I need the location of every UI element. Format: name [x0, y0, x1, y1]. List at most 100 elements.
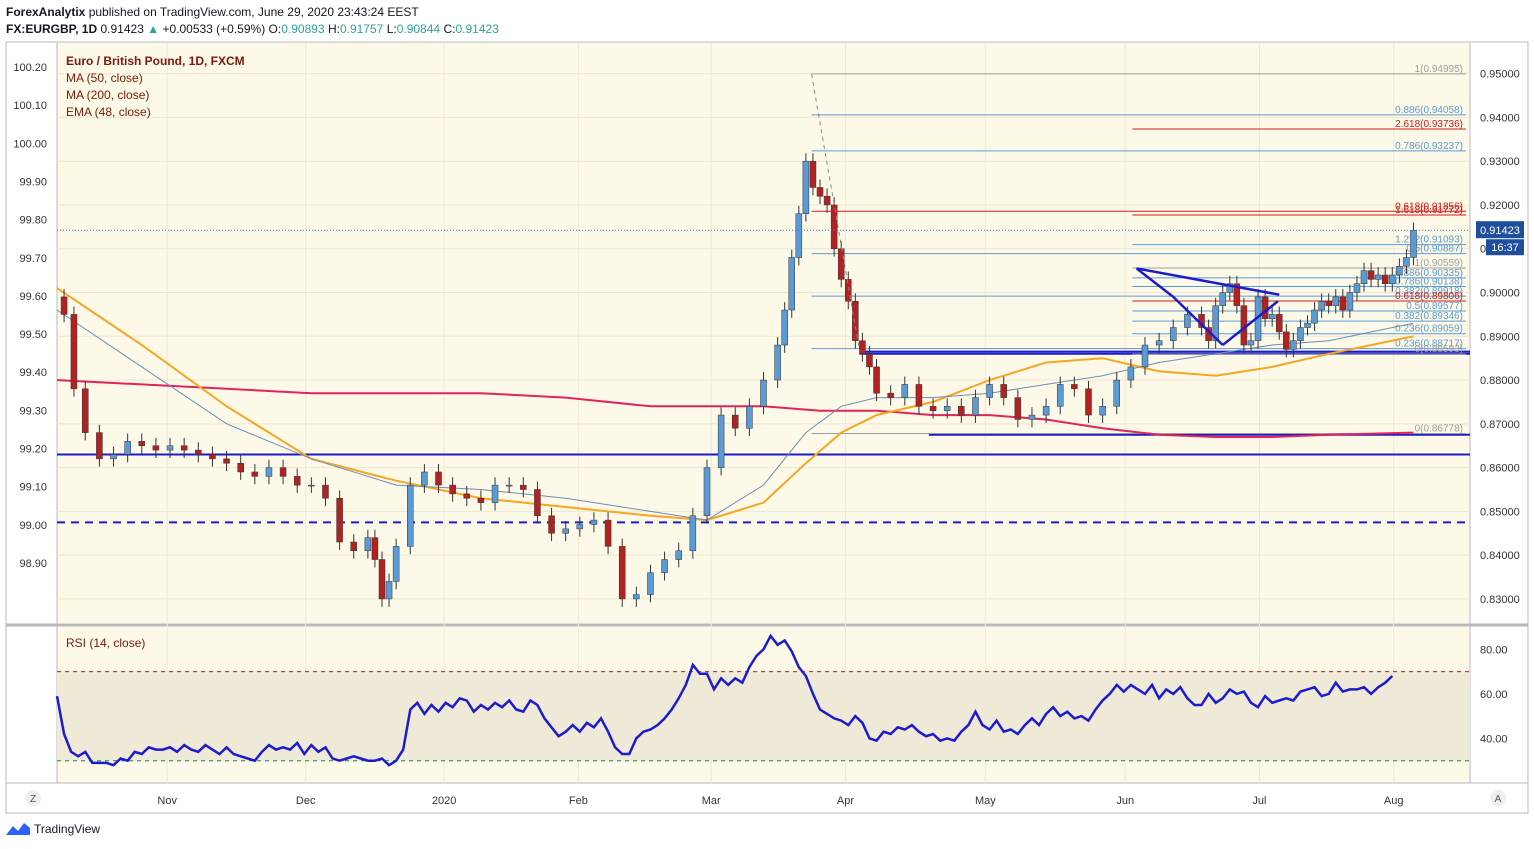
bear-candle	[138, 441, 146, 446]
bear-candle	[604, 519, 612, 547]
triangle-trendline	[1136, 267, 1280, 296]
zoom-button[interactable]: Z	[25, 790, 41, 806]
rsi-tick-label: 40.00	[1480, 733, 1508, 745]
bull-candle	[1141, 344, 1149, 368]
bull-candle	[647, 572, 654, 595]
bull-candle	[802, 160, 810, 214]
high-label: H:	[327, 22, 340, 36]
bull-candle	[1226, 283, 1234, 293]
bear-candle	[1233, 283, 1241, 306]
time-axis-label: Apr	[837, 795, 854, 807]
fib-level-label: 0.886(0.90335)	[1395, 268, 1463, 279]
auto-scale-circle[interactable]	[1490, 790, 1506, 806]
bear-candle	[731, 414, 739, 429]
high-value: 0.91757	[339, 22, 384, 36]
zoom-button-circle[interactable]	[25, 790, 41, 806]
bull-candle	[675, 550, 682, 560]
legend-ma200[interactable]: MA (200, close)	[66, 88, 150, 102]
bull-candle	[788, 257, 796, 311]
drawings	[811, 73, 1280, 352]
price-change: +0.00533 (+0.59%)	[162, 22, 266, 36]
bear-candle	[845, 279, 852, 302]
fib-level-label: 0.382(0.89918)	[1395, 286, 1463, 297]
bear-candle	[1071, 384, 1078, 390]
bear-candle	[929, 406, 937, 411]
close-label: C:	[443, 22, 456, 36]
bear-candle	[837, 248, 845, 280]
bull-candle	[661, 559, 668, 573]
bull-candle	[1374, 274, 1382, 280]
bull-candle	[505, 484, 513, 487]
bull-candle	[1353, 283, 1361, 293]
bear-candle	[322, 484, 329, 499]
triangle-trendline	[1221, 300, 1279, 347]
fib-level-label: 1(0.90559)	[1415, 258, 1463, 269]
ma50-line	[56, 309, 1414, 521]
bull-candle	[1360, 270, 1368, 285]
fib-level-label: 0.382(0.89346)	[1395, 311, 1463, 322]
bear-candle	[70, 314, 78, 390]
open-label: O:	[268, 22, 282, 36]
bull-candle	[124, 441, 131, 455]
tradingview-footer[interactable]: TradingView	[6, 822, 100, 836]
bull-candle	[1212, 305, 1219, 341]
bear-candle	[209, 454, 216, 460]
right-axis-tick-label: 0.89000	[1480, 331, 1520, 343]
fib-level-label: 0.236(0.89059)	[1395, 324, 1463, 335]
right-axis-tick-label: 0.92000	[1480, 200, 1520, 212]
triangle-trendline	[1172, 295, 1224, 346]
bear-candle	[1085, 388, 1092, 416]
bear-candle	[223, 458, 230, 464]
bull-candle	[1056, 384, 1064, 407]
right-axis-tick-label: 0.86000	[1480, 463, 1520, 475]
bull-candle	[746, 406, 753, 429]
low-value: 0.90844	[396, 22, 441, 36]
bull-candle	[703, 467, 711, 517]
bear-candle	[1000, 384, 1007, 398]
footer-brand: TradingView	[34, 822, 101, 836]
ma200-line	[56, 379, 1414, 438]
bull-candle	[1389, 274, 1396, 285]
bull-candle	[166, 445, 174, 451]
bear-candle	[887, 392, 894, 398]
publisher-name[interactable]: ForexAnalytix	[6, 5, 86, 19]
left-axis-tick-label: 100.10	[13, 100, 47, 112]
bear-candle	[1261, 296, 1269, 320]
bear-candle	[958, 406, 965, 416]
legend-ema48[interactable]: EMA (48, close)	[66, 105, 151, 119]
bear-candle	[60, 296, 68, 315]
bull-candle	[972, 397, 979, 416]
left-axis-tick-label: 99.10	[19, 482, 47, 494]
bear-candle	[1325, 301, 1332, 306]
left-axis-tick-label: 99.50	[19, 329, 47, 341]
right-axis-tick-label: 0.83000	[1480, 594, 1520, 606]
right-price-axis[interactable]: 0.950000.940000.930000.920000.910000.900…	[57, 69, 1524, 606]
left-axis-tick-label: 100.00	[13, 138, 47, 150]
bear-candle	[237, 462, 244, 473]
rsi-legend[interactable]: RSI (14, close)	[66, 636, 146, 650]
bear-candle	[152, 445, 160, 451]
zoom-icon: Z	[30, 794, 36, 805]
bear-candle	[823, 195, 831, 206]
bull-candle	[1304, 322, 1311, 328]
bull-candle	[1403, 257, 1410, 267]
right-axis-tick-label: 0.93000	[1480, 156, 1520, 168]
countdown-tag-label: 16:37	[1491, 242, 1519, 254]
bear-candle	[873, 366, 880, 394]
right-axis-tick-label: 0.94000	[1480, 112, 1520, 124]
fib-level-label: 0.5(0.89577)	[1406, 301, 1463, 312]
bear-candle	[1367, 270, 1375, 280]
last-price-tag-label: 0.91423	[1480, 225, 1520, 237]
time-axis-label: Nov	[157, 795, 177, 807]
rsi-pane: 80.00 60.00 40.00	[55, 633, 1508, 767]
legend-ma50[interactable]: MA (50, close)	[66, 71, 143, 85]
close-value: 0.91423	[455, 22, 499, 36]
auto-scale-button[interactable]: A	[1490, 790, 1506, 806]
time-axis-label: Jun	[1116, 795, 1134, 807]
open-value: 0.90893	[281, 22, 325, 36]
fib-level-label: 1.272(0.91093)	[1395, 235, 1463, 246]
fib-level-label: 0.786(0.90138)	[1395, 276, 1463, 287]
time-axis[interactable]: Nov Dec 2020 Feb Mar Apr May Jun Jul Aug	[157, 795, 1403, 807]
left-price-axis[interactable]: 100.20 100.10 100.00 99.90 99.80 99.70 99.60 99…	[13, 62, 47, 570]
